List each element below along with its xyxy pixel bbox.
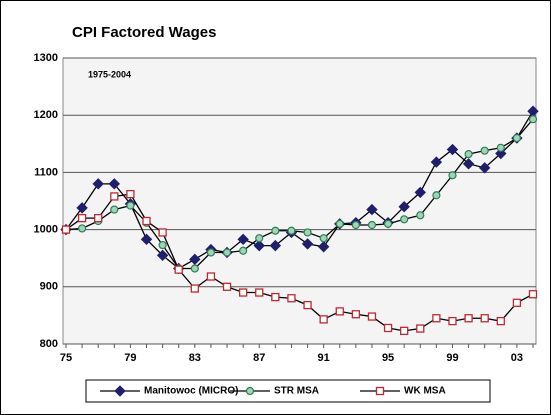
x-tick-label: 83 xyxy=(189,352,201,364)
data-point xyxy=(528,290,538,299)
data-point xyxy=(480,146,489,155)
data-point xyxy=(110,192,119,201)
data-point xyxy=(142,216,151,226)
annotation: 1975-2004 xyxy=(88,69,131,79)
data-point xyxy=(462,158,475,170)
y-tick-label: 1000 xyxy=(34,224,58,236)
data-point xyxy=(190,264,199,273)
data-point xyxy=(77,214,87,223)
legend-marker xyxy=(245,386,255,396)
data-point xyxy=(432,314,441,323)
data-point xyxy=(367,220,377,230)
data-point xyxy=(383,323,393,333)
data-point xyxy=(271,226,280,235)
data-point xyxy=(222,248,232,257)
data-point xyxy=(464,314,473,323)
x-tick-label: 91 xyxy=(318,352,330,364)
data-point xyxy=(512,133,521,143)
x-tick-label: 87 xyxy=(253,352,265,364)
data-point xyxy=(108,178,121,190)
data-point xyxy=(238,288,248,297)
data-point xyxy=(512,298,522,307)
data-point xyxy=(287,294,296,303)
data-point xyxy=(416,211,425,220)
data-point xyxy=(496,143,505,152)
data-point xyxy=(126,189,135,199)
data-point xyxy=(255,288,264,297)
data-point xyxy=(158,228,167,237)
y-tick-label: 1200 xyxy=(34,109,58,121)
data-point xyxy=(400,215,409,224)
data-point xyxy=(383,219,393,228)
data-point xyxy=(319,234,328,243)
data-point xyxy=(61,225,71,234)
data-point xyxy=(480,314,489,323)
data-point xyxy=(301,238,314,250)
data-point xyxy=(317,241,330,253)
data-point xyxy=(189,253,201,266)
legend-label: WK MSA xyxy=(404,386,446,397)
legend-marker xyxy=(114,385,126,397)
data-point xyxy=(92,178,104,190)
data-point xyxy=(110,205,119,214)
legend xyxy=(85,379,491,403)
y-tick-label: 1300 xyxy=(34,52,58,64)
data-point xyxy=(271,292,280,302)
data-point xyxy=(140,233,153,246)
data-point xyxy=(448,316,457,326)
data-point xyxy=(76,202,88,214)
x-tick-label: 79 xyxy=(124,352,136,364)
data-point xyxy=(448,171,457,180)
data-point xyxy=(126,201,135,210)
chart-title: CPI Factored Wages xyxy=(72,24,216,41)
x-tick-label: 99 xyxy=(446,352,458,364)
data-point xyxy=(335,307,344,316)
data-point xyxy=(416,324,425,333)
data-point xyxy=(287,226,296,235)
data-point xyxy=(432,191,441,200)
data-point xyxy=(206,272,216,281)
data-point xyxy=(190,284,199,293)
data-point xyxy=(303,300,312,310)
data-point xyxy=(156,249,169,262)
data-point xyxy=(478,162,491,174)
data-point xyxy=(237,233,249,246)
plot-area xyxy=(62,57,537,345)
data-point xyxy=(255,234,264,243)
data-point xyxy=(269,239,282,252)
data-point xyxy=(430,156,443,168)
data-point xyxy=(335,219,344,228)
data-point xyxy=(206,248,216,257)
data-point xyxy=(496,316,505,326)
data-point xyxy=(158,240,167,250)
legend-label: STR MSA xyxy=(274,386,319,397)
data-point xyxy=(253,239,265,252)
y-tick-label: 900 xyxy=(40,281,58,293)
legend-label: Manitowoc (MICRO) xyxy=(144,386,238,397)
data-point xyxy=(222,282,232,291)
data-point xyxy=(400,326,409,335)
data-point xyxy=(351,220,360,230)
data-point xyxy=(174,265,183,274)
data-point xyxy=(366,203,378,216)
legend-marker xyxy=(375,386,385,396)
y-tick-label: 800 xyxy=(40,338,58,350)
data-point xyxy=(239,246,248,255)
x-tick-label: 95 xyxy=(382,352,394,364)
data-point xyxy=(78,224,87,233)
x-tick-label: 75 xyxy=(60,352,72,364)
data-point xyxy=(319,315,328,324)
data-point xyxy=(351,310,361,319)
data-point xyxy=(464,149,473,159)
data-point xyxy=(94,214,103,223)
data-point xyxy=(398,201,410,213)
data-point xyxy=(414,186,426,199)
data-point xyxy=(446,143,459,156)
data-point xyxy=(303,228,312,237)
y-tick-label: 1100 xyxy=(34,166,58,178)
data-point xyxy=(528,115,538,124)
data-point xyxy=(367,312,377,321)
x-tick-label: 03 xyxy=(511,352,523,364)
